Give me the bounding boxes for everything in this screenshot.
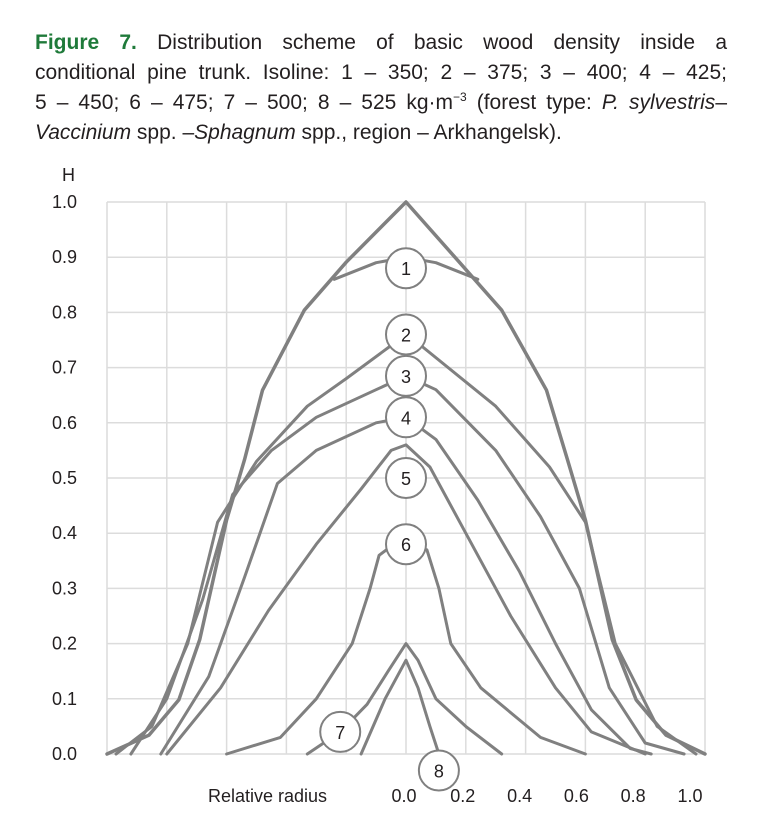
y-axis-label: H <box>62 165 75 185</box>
caption-line-4: Vaccinium spp. –Sphagnum spp., region – … <box>35 118 727 148</box>
isoline-label-text: 6 <box>401 535 411 555</box>
isoline-label-circle <box>417 749 460 792</box>
y-tick-label: 1.0 <box>52 192 77 212</box>
isoline-outline <box>105 200 707 756</box>
y-tick-label: 0.9 <box>52 247 77 267</box>
y-tick-label: 0.2 <box>52 634 77 654</box>
caption-text: spp. – <box>131 121 195 144</box>
x-tick-label: 0.8 <box>621 786 646 806</box>
caption-line-2: conditional pine trunk. Isoline: 1 – 350… <box>35 58 727 88</box>
x-tick-label: 0.2 <box>450 786 475 806</box>
caption-text: Distribution scheme of basic wood densit… <box>136 31 727 54</box>
caption-superscript: −3 <box>453 90 467 104</box>
y-tick-label: 0.6 <box>52 413 77 433</box>
isoline-label-circle <box>385 523 427 566</box>
x-tick-label: 1.0 <box>677 786 702 806</box>
caption-text: conditional pine trunk. Isoline: 1 – 350… <box>35 61 727 84</box>
y-tick-label: 0.1 <box>52 689 77 709</box>
x-axis-label: Relative radius <box>208 786 327 806</box>
caption-text: spp., region – Arkhangelsk). <box>295 121 562 144</box>
y-tick-label: 0.7 <box>52 358 77 378</box>
y-tick-label: 0.8 <box>52 302 77 322</box>
isoline-8 <box>359 658 441 756</box>
y-tick-label: 0.4 <box>52 523 77 543</box>
isoline-label-circle <box>385 313 427 356</box>
isoline-label-circle <box>385 354 427 397</box>
isoline-label-circle <box>385 457 427 499</box>
caption-line-3: 5 – 450; 6 – 475; 7 – 500; 8 – 525 kg·m−… <box>35 88 727 118</box>
y-tick-label: 0.5 <box>52 468 77 488</box>
caption-text: 5 – 450; 6 – 475; 7 – 500; 8 – 525 kg·m <box>35 91 454 114</box>
isoline-labels: 1 2 3 4 5 6 7 8 <box>319 247 460 792</box>
isoline-label-circle <box>319 710 362 753</box>
y-tick-label: 0.3 <box>52 578 77 598</box>
isoline-5 <box>165 443 647 756</box>
caption-species: Sphagnum <box>194 121 296 144</box>
x-tick-label: 0.6 <box>564 786 589 806</box>
isoline-label-circle <box>385 396 427 439</box>
caption-line-1: Figure 7. Distribution scheme of basic w… <box>35 28 727 58</box>
isoline-label-text: 1 <box>401 259 411 279</box>
isoline-label-text: 3 <box>401 367 411 387</box>
x-axis-ticks: 0.0 0.2 0.4 0.6 0.8 1.0 <box>391 786 702 806</box>
caption-text: (forest type: <box>466 91 602 114</box>
isoline-label-text: 7 <box>335 723 345 743</box>
y-axis-ticks: 0.0 0.1 0.2 0.3 0.4 0.5 0.6 0.7 0.8 0.9 1.0 <box>52 192 77 764</box>
caption-species: P. sylvestris <box>601 91 716 114</box>
figure-caption: Figure 7. Distribution scheme of basic w… <box>35 28 727 148</box>
x-tick-label: 0.0 <box>391 786 416 806</box>
isoline-label-text: 2 <box>401 325 411 345</box>
caption-text: – <box>715 91 727 114</box>
y-tick-label: 0.0 <box>52 744 77 764</box>
caption-species: Vaccinium <box>35 121 132 144</box>
figure-label: Figure 7. <box>35 31 137 54</box>
isoline-label-text: 4 <box>401 408 411 428</box>
isoline-label-text: 5 <box>401 469 411 489</box>
isoline-label-circle <box>385 247 427 290</box>
isoline-label-text: 8 <box>434 762 444 782</box>
x-tick-label: 0.4 <box>507 786 532 806</box>
